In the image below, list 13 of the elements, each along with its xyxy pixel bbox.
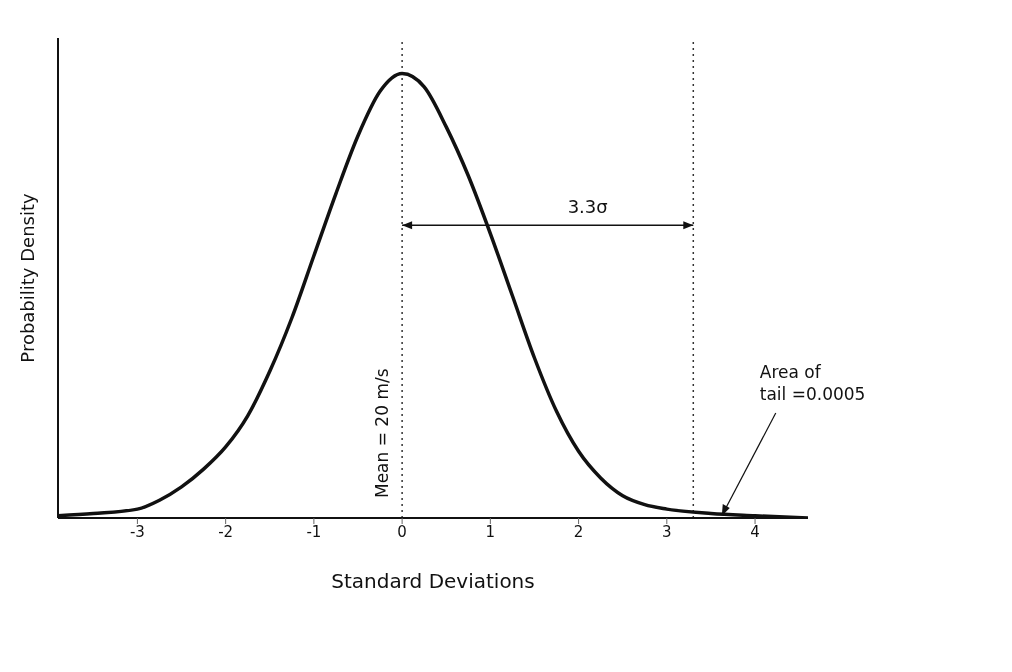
x-tick-label: 0 [397,522,407,541]
annotation: Area of tail =0.0005 [759,362,866,404]
x-tick-label: 2 [573,522,584,541]
x-tick-label: 3 [662,522,672,541]
x-tick-label: -3 [129,522,145,541]
annotation: Mean = 20 m/s [372,368,393,498]
annotation: 3.3σ [567,196,608,218]
x-tick-label: -1 [306,522,322,541]
y-axis-title: Probability Density [17,193,39,363]
x-tick-label: -2 [218,522,234,541]
x-tick-label: 1 [485,522,496,541]
x-axis-title: Standard Deviations [331,569,535,593]
x-tick-label: 4 [750,522,760,541]
